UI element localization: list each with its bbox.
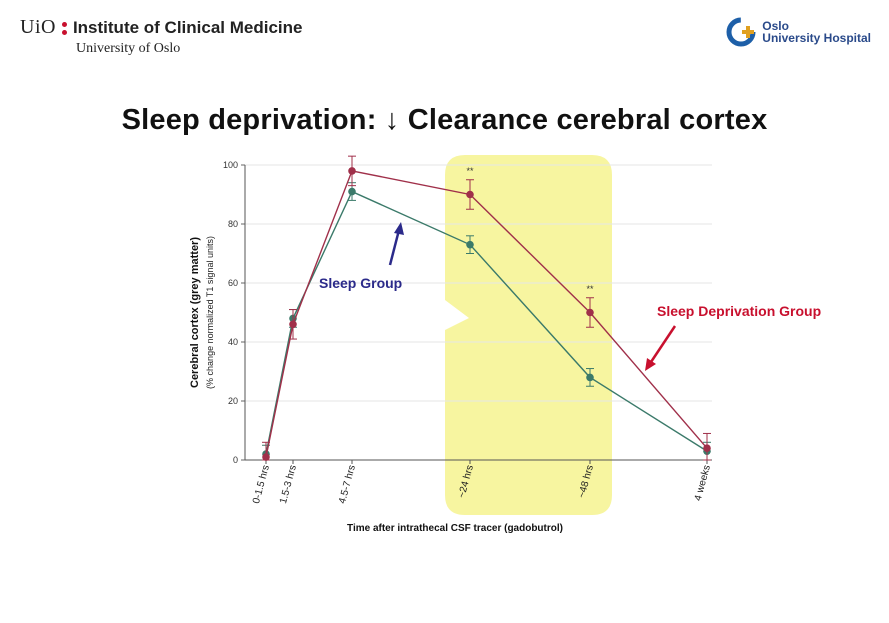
uio-header: UiO Institute of Clinical Medicine Unive…	[20, 16, 302, 57]
university-name: University of Oslo	[76, 41, 181, 56]
institute-name: Institute of Clinical Medicine	[72, 17, 303, 37]
y-tick-label: 80	[228, 219, 238, 229]
sleep-series-line	[265, 190, 708, 455]
uio-logo: UiO	[20, 16, 56, 38]
deprivation-data-point	[262, 453, 270, 461]
sleep-arrow-icon	[388, 229, 401, 266]
deprivation-data-point	[586, 308, 594, 317]
y-axis-subtitle: (% change normalized T1 signal units)	[205, 236, 215, 389]
x-tick-label: 4 weeks	[693, 464, 713, 502]
hospital-logo-icon	[726, 17, 756, 47]
sleep-data-point	[348, 187, 356, 196]
deprivation-data-point	[289, 320, 297, 329]
y-tick-label: 40	[228, 337, 238, 347]
deprivation-data-point	[348, 167, 356, 175]
deprivation-data-point	[703, 444, 711, 453]
significance-marker: **	[586, 284, 594, 294]
deprivation-data-point	[466, 190, 474, 199]
deprivation-arrowhead-icon	[645, 358, 656, 371]
sleep-data-point	[466, 240, 474, 249]
slide-title: Sleep deprivation: ↓ Clearance cerebral …	[121, 104, 768, 136]
y-tick-label: 20	[228, 396, 238, 406]
y-axis-title: Cerebral cortex (grey matter)	[189, 237, 201, 388]
sleep-arrowhead-icon	[394, 222, 404, 235]
uio-logo-dots	[61, 21, 67, 35]
x-tick-label: 1.5-3 hrs	[278, 464, 299, 505]
y-tick-label: 0	[233, 455, 238, 465]
hospital-header: Oslo University Hospital	[726, 17, 871, 47]
highlight-band	[445, 155, 612, 515]
deprivation-series-line	[265, 170, 708, 458]
x-tick-label: 0-1.5 hrs	[251, 464, 272, 505]
sleep-data-point	[586, 373, 594, 382]
hospital-name-line2: University Hospital	[762, 31, 871, 45]
significance-marker: **	[466, 166, 474, 176]
sleep-group-label: Sleep Group	[319, 275, 402, 291]
deprivation-arrow-icon	[649, 325, 677, 363]
y-tick-label: 100	[223, 160, 238, 170]
x-tick-label: 4.5-7 hrs	[337, 464, 358, 505]
hospital-name-line1: Oslo	[762, 19, 789, 33]
x-axis-title: Time after intrathecal CSF tracer (gadob…	[347, 523, 563, 534]
y-tick-label: 60	[228, 278, 238, 288]
deprivation-group-label: Sleep Deprivation Group	[657, 303, 821, 319]
